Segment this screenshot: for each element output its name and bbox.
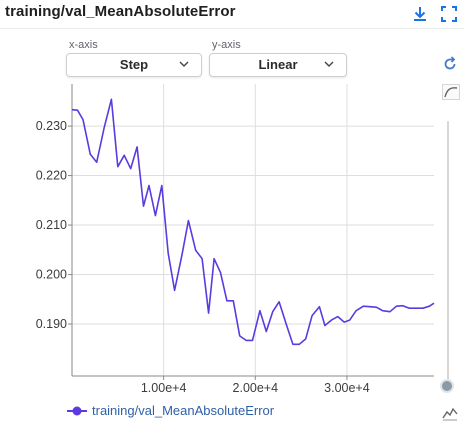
x-axis-select-value: Step	[119, 57, 149, 72]
data-point	[237, 333, 242, 338]
data-point	[94, 160, 99, 165]
data-point	[264, 329, 269, 334]
data-point	[172, 288, 177, 293]
data-point	[347, 318, 352, 323]
data-point	[206, 311, 211, 316]
data-point	[146, 183, 151, 188]
x-axis-caption: x-axis	[69, 39, 98, 51]
data-point	[115, 164, 120, 169]
y-tick-label: 0.220	[36, 169, 67, 183]
data-point	[367, 304, 372, 309]
data-point	[354, 308, 359, 313]
data-point	[284, 323, 289, 328]
data-point	[159, 183, 164, 188]
data-point	[297, 342, 302, 347]
data-point	[186, 218, 191, 223]
y-axis-select-value: Linear	[258, 57, 298, 72]
data-point	[317, 304, 322, 309]
data-point	[407, 306, 412, 311]
reset-zoom-icon[interactable]	[442, 56, 458, 72]
y-tick-label: 0.210	[36, 218, 67, 232]
data-point	[361, 304, 366, 309]
data-point	[421, 306, 426, 311]
data-point	[303, 336, 308, 341]
data-point	[427, 304, 432, 309]
data-point	[250, 338, 255, 343]
data-point	[88, 152, 93, 157]
data-point	[135, 144, 140, 149]
data-point	[102, 126, 107, 131]
fullscreen-icon[interactable]	[439, 4, 459, 24]
x-tick-label: 1.00e+4	[141, 381, 187, 395]
data-point	[329, 318, 334, 323]
smoothing-slider-track[interactable]	[447, 121, 449, 383]
data-point	[75, 108, 80, 113]
smoothing-slider-handle[interactable]	[440, 379, 454, 393]
data-point	[231, 298, 236, 303]
data-point	[342, 320, 347, 325]
data-point	[270, 309, 275, 314]
smoothing-curve-icon[interactable]	[442, 84, 460, 100]
data-point	[400, 303, 405, 308]
data-point	[432, 301, 437, 306]
data-point	[141, 204, 146, 209]
card-title: training/val_MeanAbsoluteError	[5, 3, 236, 20]
legend-swatch	[67, 406, 87, 416]
x-axis-select[interactable]: Step	[66, 53, 202, 77]
data-point	[277, 299, 282, 304]
data-point	[388, 309, 393, 314]
x-tick-label: 3.00e+4	[324, 381, 370, 395]
data-point	[109, 97, 114, 102]
data-point	[322, 323, 327, 328]
data-point	[224, 298, 229, 303]
y-tick-label: 0.230	[36, 119, 67, 133]
data-point	[179, 252, 184, 257]
data-point	[193, 248, 198, 253]
y-tick-label: 0.190	[36, 317, 67, 331]
sparkline-icon[interactable]	[442, 405, 458, 421]
series-line	[71, 98, 435, 346]
chevron-down-icon	[179, 61, 189, 67]
data-point	[70, 107, 75, 112]
download-icon[interactable]	[410, 4, 430, 24]
data-point	[80, 117, 85, 122]
data-point	[166, 251, 171, 256]
data-point	[244, 338, 249, 343]
y-axis-caption: y-axis	[212, 39, 241, 51]
data-point	[200, 256, 205, 261]
data-point	[128, 166, 133, 171]
data-point	[257, 308, 262, 313]
data-point	[380, 308, 385, 313]
data-point	[335, 314, 340, 319]
data-point	[218, 270, 223, 275]
data-point	[310, 313, 315, 318]
x-tick-label: 2.00e+4	[233, 381, 279, 395]
data-point	[122, 153, 127, 158]
data-point	[290, 342, 295, 347]
y-axis-select[interactable]: Linear	[209, 53, 347, 77]
data-point	[153, 213, 158, 218]
title-divider	[0, 28, 464, 29]
data-point	[414, 306, 419, 311]
data-point	[394, 304, 399, 309]
legend-label: training/val_MeanAbsoluteError	[92, 403, 275, 418]
y-tick-label: 0.200	[36, 268, 67, 282]
data-point	[374, 305, 379, 310]
data-point	[212, 256, 217, 261]
chevron-down-icon	[324, 61, 334, 67]
